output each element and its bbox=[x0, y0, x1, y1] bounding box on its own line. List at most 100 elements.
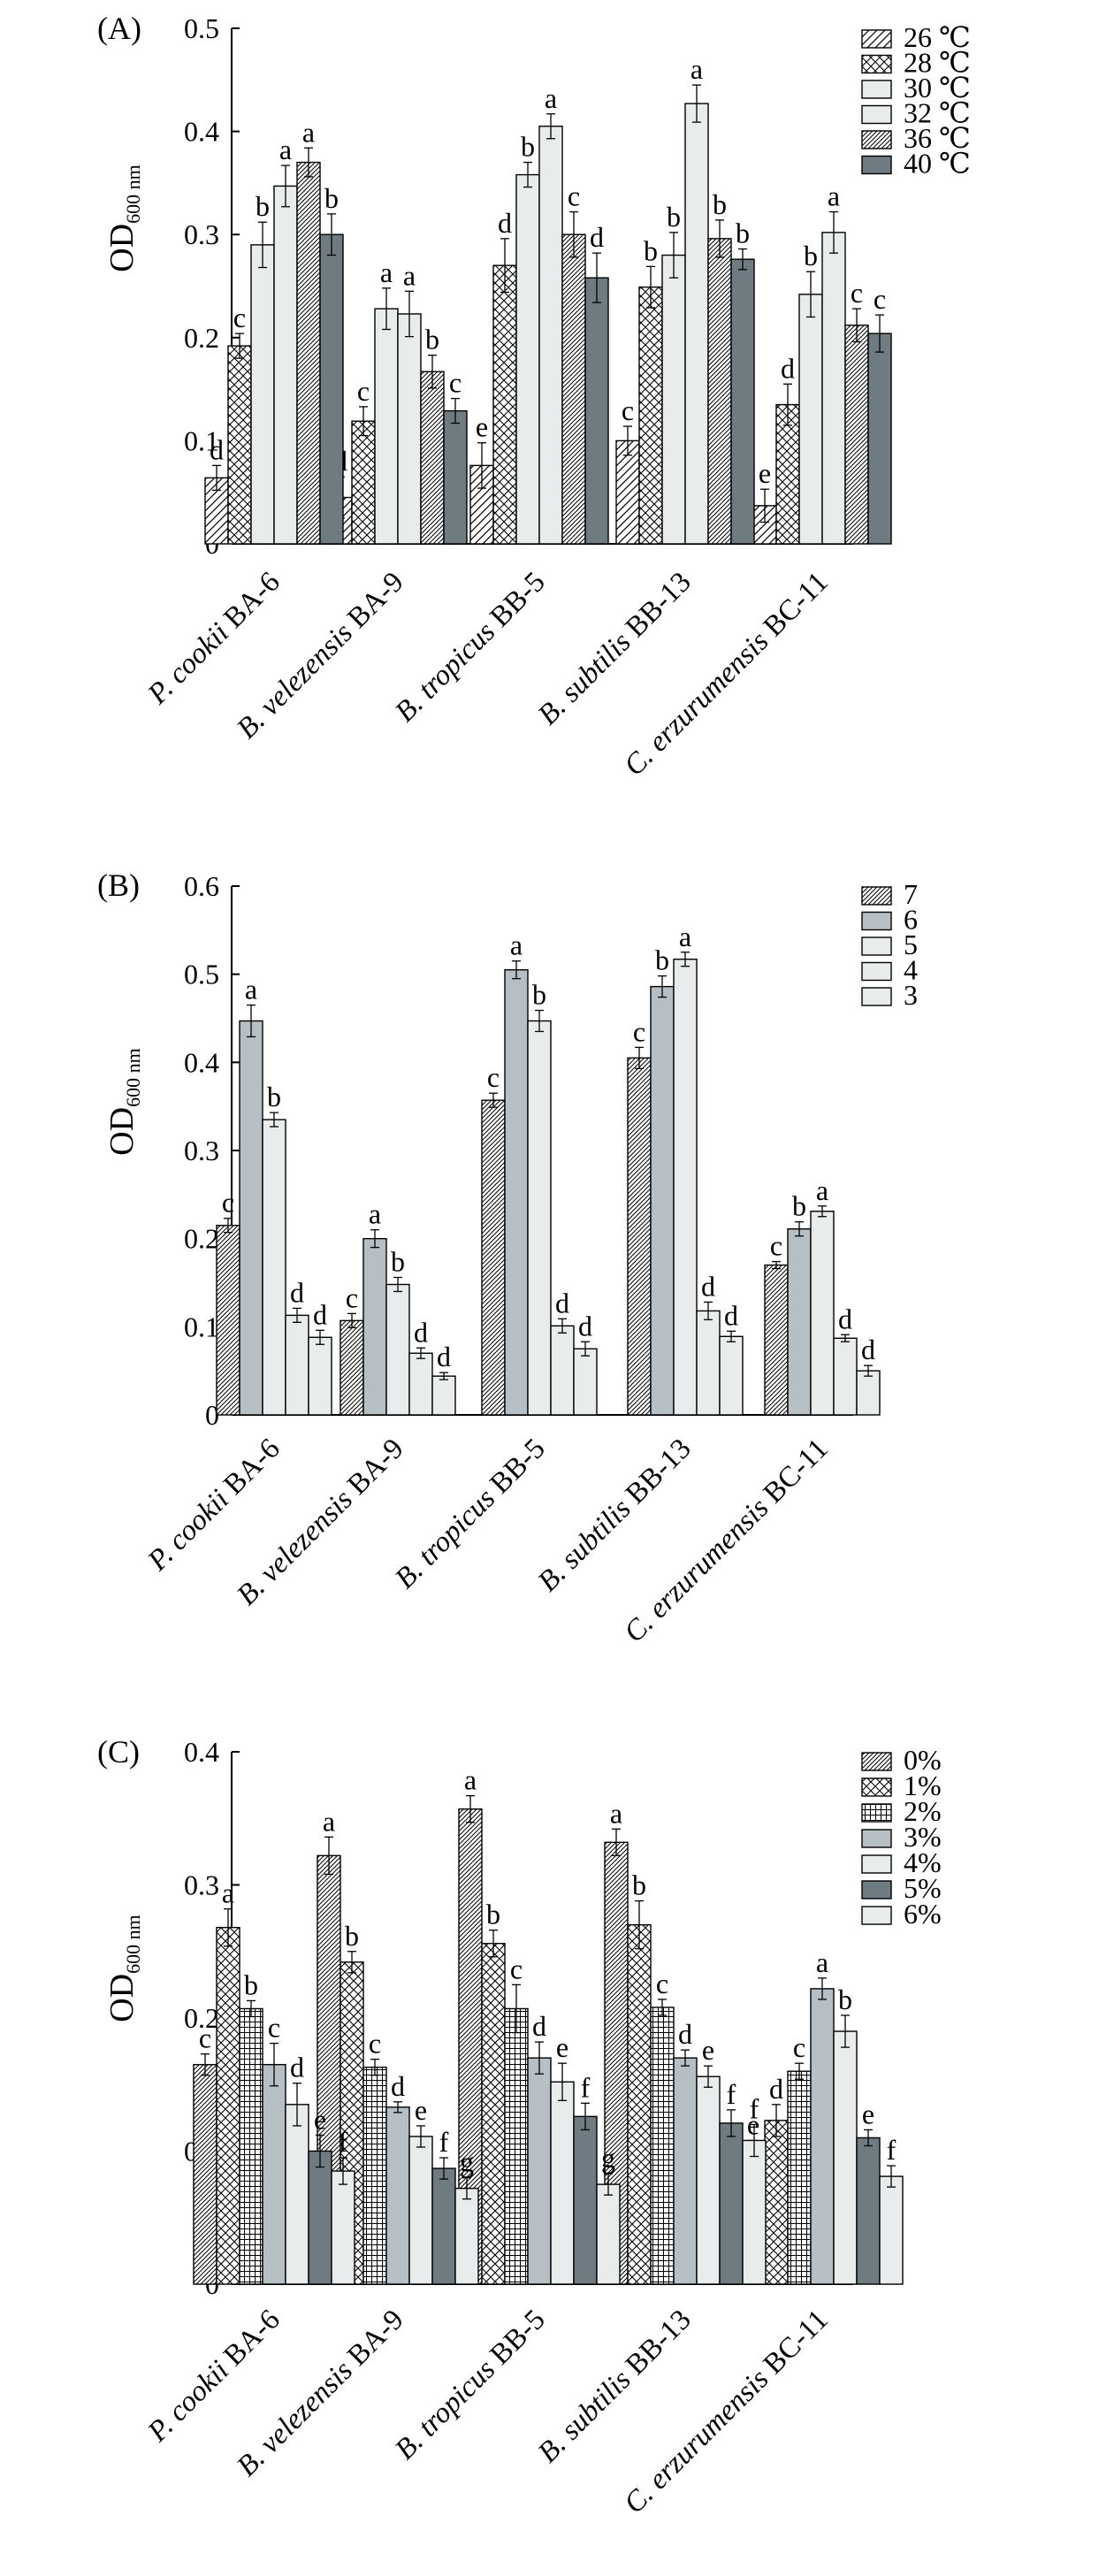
legend-label: 6 bbox=[904, 904, 918, 936]
bar bbox=[362, 1237, 387, 1416]
significance-letter: a bbox=[510, 929, 523, 961]
bar bbox=[810, 1988, 835, 2285]
bar bbox=[673, 959, 698, 1416]
bar bbox=[615, 440, 640, 545]
bar bbox=[250, 244, 275, 545]
significance-letter: a bbox=[279, 134, 292, 165]
legend-swatch bbox=[861, 987, 892, 1006]
significance-letter: a bbox=[464, 1764, 477, 1796]
significance-letter: b bbox=[838, 1984, 852, 2015]
legend-swatch bbox=[861, 1752, 892, 1771]
bar bbox=[515, 173, 540, 545]
legend-swatch bbox=[861, 911, 892, 931]
significance-letter: d bbox=[678, 2018, 692, 2050]
y-axis-label-sub: 600 nm bbox=[122, 1915, 144, 1974]
bar bbox=[331, 2170, 355, 2285]
legend-swatch bbox=[861, 29, 892, 49]
significance-letter: a bbox=[403, 259, 416, 291]
bar bbox=[879, 2175, 904, 2285]
significance-letter: c bbox=[622, 394, 634, 426]
legend-label: 32 ℃ bbox=[904, 97, 971, 129]
legend-swatch bbox=[861, 1906, 892, 1925]
bar bbox=[351, 420, 376, 545]
significance-letter: a bbox=[222, 1877, 234, 1909]
category-label-species: B. velezensis bbox=[231, 1479, 364, 1612]
y-tick-label: 0.3 bbox=[184, 1869, 219, 1901]
bar bbox=[650, 985, 675, 1416]
y-tick-label: 0.4 bbox=[184, 1736, 219, 1768]
bar bbox=[527, 2057, 552, 2285]
significance-letter: e bbox=[702, 2034, 714, 2066]
bar bbox=[308, 1336, 332, 1416]
legend-swatch bbox=[861, 961, 892, 982]
significance-letter: a bbox=[245, 974, 257, 1005]
bar bbox=[650, 2007, 675, 2285]
y-tick-label: 0.2 bbox=[184, 1223, 219, 1255]
significance-letter: b bbox=[391, 1246, 405, 1278]
bar bbox=[273, 185, 298, 545]
significance-letter: c bbox=[510, 1953, 523, 1984]
bar bbox=[420, 371, 445, 545]
y-tick-label: 0.2 bbox=[184, 322, 219, 354]
bar bbox=[397, 313, 422, 545]
bar bbox=[193, 2063, 217, 2285]
bar bbox=[856, 1370, 881, 1416]
legend-swatch bbox=[861, 1803, 892, 1823]
svg-text:OD600 nm: OD600 nm bbox=[103, 1048, 144, 1156]
category-label-strain: BB-13 bbox=[620, 2304, 698, 2381]
category-label-species: C. erzurumensis bbox=[618, 1487, 780, 1649]
significance-letter: d bbox=[290, 1276, 304, 1308]
bar bbox=[798, 294, 823, 545]
bar bbox=[730, 258, 755, 545]
bar bbox=[821, 232, 846, 545]
bar bbox=[810, 1211, 835, 1416]
legend-swatch bbox=[861, 1829, 892, 1848]
y-tick-label: 0.2 bbox=[184, 2002, 219, 2034]
bar bbox=[787, 2070, 812, 2285]
legend-label: 1% bbox=[904, 1770, 942, 1801]
bar bbox=[867, 333, 892, 545]
significance-letter: a bbox=[302, 116, 315, 148]
significance-letter: d bbox=[414, 1316, 428, 1348]
category-label-species: B. velezensis bbox=[231, 612, 364, 745]
y-tick-label: 0.1 bbox=[184, 1311, 219, 1342]
significance-letter: g bbox=[601, 2142, 615, 2174]
significance-letter: c bbox=[793, 2031, 805, 2063]
significance-letter: a bbox=[369, 1198, 381, 1230]
significance-letter: a bbox=[816, 1174, 828, 1206]
bar bbox=[527, 1020, 552, 1416]
y-tick-label: 0.4 bbox=[184, 116, 219, 148]
category-label-strain: BB-13 bbox=[620, 566, 698, 644]
legend-swatch bbox=[861, 1880, 892, 1900]
bar bbox=[596, 2183, 621, 2285]
bar bbox=[627, 1923, 652, 2285]
significance-letter: d bbox=[391, 2070, 405, 2102]
bar bbox=[408, 1352, 433, 1416]
legend-label: 7 bbox=[904, 878, 918, 910]
significance-letter: b bbox=[632, 1869, 646, 1901]
significance-letter: b bbox=[655, 944, 669, 976]
bar bbox=[550, 2081, 575, 2285]
y-axis-label: OD600 nm bbox=[103, 164, 144, 272]
bar bbox=[719, 1335, 744, 1416]
significance-letter: b bbox=[532, 979, 546, 1011]
legend-swatch bbox=[861, 1777, 892, 1797]
significance-letter: f bbox=[339, 2126, 348, 2158]
bar bbox=[239, 1020, 263, 1416]
bar bbox=[696, 2075, 721, 2285]
bar bbox=[340, 1319, 364, 1416]
significance-letter: e bbox=[556, 2031, 568, 2063]
panel-label: (B) bbox=[97, 868, 140, 903]
category-label-species: B. subtilis bbox=[532, 1487, 643, 1598]
category-label: B. tropicus BB-5 bbox=[389, 566, 551, 728]
svg-text:OD600 nm: OD600 nm bbox=[103, 164, 144, 272]
significance-letter: f bbox=[581, 2071, 591, 2103]
bar bbox=[573, 2115, 598, 2285]
significance-letter: d bbox=[861, 1334, 875, 1365]
legend-label: 4% bbox=[904, 1846, 942, 1878]
chart-panel-b: (B) OD600 nm 0 0.1 0.2 0.3 0.4 0.5 0.6 P. cooki… bbox=[97, 868, 918, 1649]
bar bbox=[719, 2122, 744, 2285]
bar bbox=[443, 409, 468, 545]
significance-letter: a bbox=[691, 53, 703, 85]
significance-letter: a bbox=[323, 1805, 335, 1837]
